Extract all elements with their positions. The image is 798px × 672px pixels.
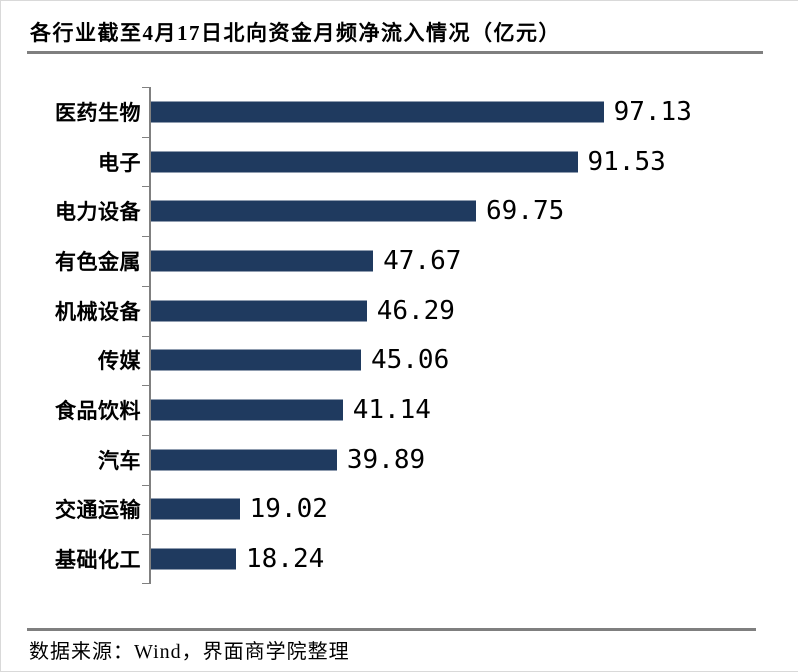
value-label: 47.67 bbox=[383, 245, 462, 276]
axis-tick bbox=[142, 583, 149, 584]
bar bbox=[151, 399, 343, 421]
axis-tick bbox=[142, 87, 149, 88]
axis-tick bbox=[142, 335, 149, 337]
category-label: 传媒 bbox=[98, 349, 141, 374]
axis-tick bbox=[142, 236, 149, 238]
axis-tick bbox=[142, 534, 149, 536]
value-label: 18.24 bbox=[245, 544, 325, 575]
value-label: 41.14 bbox=[352, 395, 431, 426]
axis-tick bbox=[142, 136, 149, 138]
bar bbox=[151, 151, 578, 173]
category-label: 医药生物 bbox=[55, 100, 141, 125]
bar-row: 有色金属 47.67 bbox=[1, 236, 798, 286]
value-label: 91.53 bbox=[587, 146, 666, 177]
value-label: 46.29 bbox=[376, 295, 455, 326]
axis-tick bbox=[142, 285, 149, 287]
bar bbox=[151, 498, 240, 520]
category-label: 电力设备 bbox=[55, 200, 141, 225]
value-label: 19.02 bbox=[249, 494, 328, 525]
bar bbox=[151, 548, 236, 570]
axis-tick bbox=[142, 434, 149, 436]
chart-title: 各行业截至4月17日北向资金月频净流入情况（亿元） bbox=[30, 21, 561, 45]
axis-tick bbox=[142, 186, 149, 188]
bar-row: 电子 91.53 bbox=[1, 137, 798, 187]
bar bbox=[151, 200, 477, 222]
bar-row: 基础化工 18.24 bbox=[1, 534, 798, 584]
bar-row: 交通运输 19.02 bbox=[1, 485, 798, 535]
bar-row: 传媒 45.06 bbox=[1, 336, 798, 386]
bar-row: 医药生物 97.13 bbox=[1, 87, 798, 137]
category-label: 电子 bbox=[98, 150, 141, 175]
category-label: 机械设备 bbox=[55, 299, 141, 324]
category-axis-line bbox=[149, 87, 151, 584]
category-label: 汽车 bbox=[98, 448, 141, 473]
title-rule bbox=[27, 51, 763, 54]
bar-row: 汽车 39.89 bbox=[1, 435, 798, 485]
category-label: 有色金属 bbox=[55, 249, 141, 274]
category-label: 食品饮料 bbox=[55, 399, 141, 424]
footer-rule bbox=[27, 628, 756, 631]
source-note: 数据来源：Wind，界面商学院整理 bbox=[29, 641, 350, 663]
axis-tick bbox=[142, 385, 149, 387]
value-label: 97.13 bbox=[613, 96, 692, 127]
bar-row: 机械设备 46.29 bbox=[1, 286, 798, 336]
bar-row: 电力设备 69.75 bbox=[1, 186, 798, 236]
axis-tick bbox=[142, 484, 149, 486]
plot-area: 医药生物 97.13 电子 91.53 电力设备 69.75 有色金属 47.67 机械设备 46… bbox=[1, 87, 798, 584]
bar bbox=[151, 101, 604, 123]
value-label: 69.75 bbox=[486, 196, 565, 227]
bar bbox=[151, 250, 374, 272]
category-label: 基础化工 bbox=[55, 548, 141, 573]
bar bbox=[151, 349, 361, 371]
bar-row: 食品饮料 41.14 bbox=[1, 385, 798, 435]
value-label: 39.89 bbox=[346, 444, 426, 475]
category-label: 交通运输 bbox=[55, 498, 141, 523]
bar bbox=[151, 300, 367, 322]
bar bbox=[151, 449, 337, 471]
value-label: 45.06 bbox=[370, 345, 450, 376]
